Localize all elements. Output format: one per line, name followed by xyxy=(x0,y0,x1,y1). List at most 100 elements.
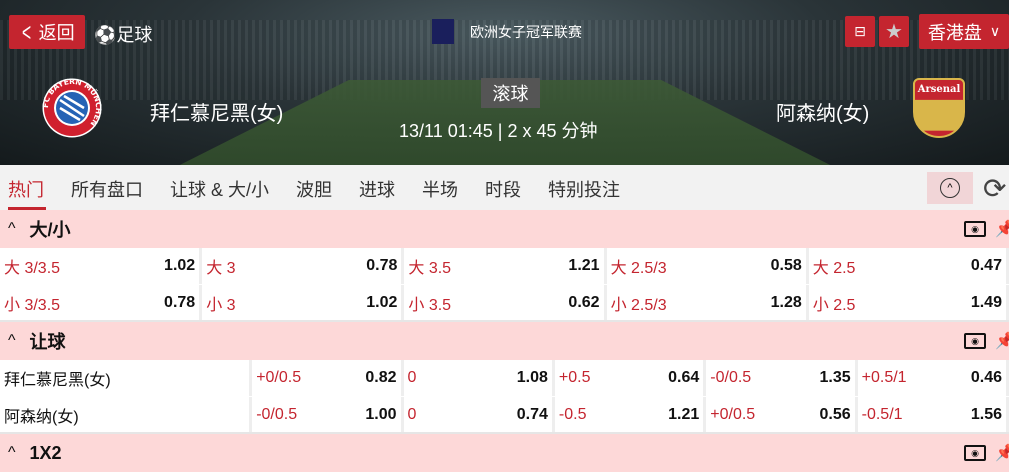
odds-type-select[interactable]: 香港盘 ∨ xyxy=(919,14,1009,49)
table-row: 阿森纳(女) -0/0.5 1.00 0 0.74 -0.5 1.21 +0/0.5 0.56-… xyxy=(0,397,1009,433)
team-name-cell: 拜仁慕尼黑(女) xyxy=(0,360,250,396)
tab-handicap-ou[interactable]: 让球 & 大/小 xyxy=(170,180,270,200)
divider xyxy=(0,432,1009,434)
odds-line: 小 3 xyxy=(206,297,236,314)
odds-cell[interactable]: 大 3/3.5 1.02 xyxy=(0,248,200,284)
odds-cell[interactable]: +0.5 0.64 xyxy=(554,360,704,396)
refresh-icon[interactable]: ⟳ xyxy=(983,173,1007,204)
odds-price: 1.49 xyxy=(970,294,1002,311)
odds-price: 0.58 xyxy=(770,257,802,274)
section-title: 1X2 xyxy=(29,442,62,463)
tab-hot[interactable]: 热门 xyxy=(8,165,46,210)
odds-cell[interactable]: -0.5 1.21 xyxy=(554,397,704,433)
section-title: 让球 xyxy=(29,332,66,352)
home-team-logo: FC BAYERN MÜNCHEN xyxy=(42,78,102,138)
camera-icon[interactable]: ◉ xyxy=(964,445,986,461)
odds-cell[interactable]: 大 3 0.78 xyxy=(202,248,402,284)
odds-cell[interactable]: 小 2.5 1.49 xyxy=(808,285,1006,321)
odds-price: 0.47 xyxy=(970,257,1002,274)
camera-icon[interactable]: ◉ xyxy=(964,333,986,349)
odds-line: 大 2.5/3 xyxy=(610,260,667,277)
odds-price: 1.21 xyxy=(568,257,600,274)
pitch-view-button[interactable]: ⊟ xyxy=(845,16,875,47)
table-row: 拜仁慕尼黑(女) +0/0.5 0.82 0 1.08 +0.5 0.64 -0/0.5 1.3… xyxy=(0,360,1009,396)
away-team-name: 阿森纳(女) xyxy=(776,103,870,125)
odds-price: 0.64 xyxy=(668,369,700,386)
odds-price: 0.82 xyxy=(365,369,397,386)
odds-cell[interactable]: -0.5/1 1.56 xyxy=(857,397,1006,433)
odds-line: 0 xyxy=(407,369,417,386)
table-row: 大 3/3.5 1.02 大 3 0.78 大 3.5 1.21 大 2.5/3 0.58 大 … xyxy=(0,248,1009,284)
section-1x2[interactable]: ^ 1X2 ◉ 📌 xyxy=(0,434,1009,472)
chevron-down-icon: ∨ xyxy=(989,23,1001,39)
tab-half[interactable]: 半场 xyxy=(422,180,459,200)
odds-line: +0.5/1 xyxy=(861,369,907,386)
favorite-button[interactable]: ★ xyxy=(879,16,909,47)
odds-price: 1.02 xyxy=(366,294,398,311)
tab-specials[interactable]: 特别投注 xyxy=(548,180,621,200)
odds-line: -0/0.5 xyxy=(710,369,752,386)
pin-icon[interactable]: 📌 xyxy=(995,445,1009,462)
odds-cell[interactable]: 大 2.5/3 0.58 xyxy=(606,248,806,284)
section-handicap[interactable]: ^ 让球 ◉ 📌 xyxy=(0,322,1009,360)
pitch-icon: ⊟ xyxy=(854,23,866,39)
odds-price: 0.46 xyxy=(970,369,1002,386)
odds-cell[interactable]: +0/0.5 0.56 xyxy=(706,397,855,433)
camera-icon[interactable]: ◉ xyxy=(964,221,986,237)
chevron-up-circle-icon: ^ xyxy=(940,178,960,198)
back-button[interactable]: < 返回 xyxy=(9,15,85,49)
odds-cell[interactable]: 小 3 1.02 xyxy=(202,285,402,321)
team-name: 拜仁慕尼黑(女) xyxy=(4,372,111,389)
odds-price: 1.35 xyxy=(819,369,851,386)
odds-line: 大 3/3.5 xyxy=(4,260,61,277)
section-title: 大/小 xyxy=(29,220,71,240)
table-row: 小 3/3.5 0.78 小 3 1.02 小 3.5 0.62 小 2.5/3 1.28 小 … xyxy=(0,285,1009,321)
match-duration: 2 x 45 分钟 xyxy=(507,121,598,141)
odds-price: 1.56 xyxy=(970,406,1002,423)
odds-line: +0/0.5 xyxy=(256,369,302,386)
odds-cell[interactable]: +0.5/1 0.46 xyxy=(857,360,1006,396)
away-logo-text: Arsenal xyxy=(917,84,961,95)
odds-price: 1.02 xyxy=(164,257,196,274)
match-datetime: 13/11 01:45 xyxy=(399,121,493,141)
odds-price: 1.28 xyxy=(770,294,802,311)
odds-line: +0.5 xyxy=(558,369,591,386)
odds-cell[interactable]: 0 1.08 xyxy=(403,360,552,396)
odds-cell[interactable]: 大 2.5 0.47 xyxy=(808,248,1006,284)
odds-line: +0/0.5 xyxy=(710,406,756,423)
odds-price: 1.21 xyxy=(668,406,700,423)
away-team-logo: Arsenal xyxy=(913,78,965,138)
odds-cell[interactable]: 大 3.5 1.21 xyxy=(404,248,604,284)
team-name: 阿森纳(女) xyxy=(4,409,79,426)
tab-goals[interactable]: 进球 xyxy=(359,180,396,200)
tab-correct-score[interactable]: 波胆 xyxy=(296,180,333,200)
sport-label[interactable]: ⚽足球 xyxy=(94,21,152,47)
chevron-up-icon: ^ xyxy=(8,220,16,237)
odds-cell[interactable]: +0/0.5 0.82 xyxy=(252,360,401,396)
odds-cell[interactable]: 小 2.5/3 1.28 xyxy=(606,285,806,321)
odds-cell[interactable]: 小 3/3.5 0.78 xyxy=(0,285,200,321)
tab-period[interactable]: 时段 xyxy=(485,180,522,200)
odds-cell[interactable]: 0 0.74 xyxy=(403,397,552,433)
odds-cell[interactable]: -0/0.5 1.35 xyxy=(706,360,855,396)
section-over-under[interactable]: ^ 大/小 ◉ 📌 xyxy=(0,210,1009,248)
odds-line: 小 3.5 xyxy=(408,297,452,314)
odds-line: 大 2.5 xyxy=(812,260,856,277)
odds-price: 0.74 xyxy=(516,406,548,423)
pin-icon[interactable]: 📌 xyxy=(995,333,1009,350)
tab-all-markets[interactable]: 所有盘口 xyxy=(71,180,143,200)
match-time: 13/11 01:45 | 2 x 45 分钟 xyxy=(399,121,598,141)
pin-icon[interactable]: 📌 xyxy=(995,221,1009,238)
odds-price: 0.56 xyxy=(819,406,851,423)
odds-price: 0.78 xyxy=(164,294,196,311)
odds-cell[interactable]: -0/0.5 1.00 xyxy=(252,397,401,433)
sport-text: 足球 xyxy=(116,25,153,45)
odds-line: 小 2.5 xyxy=(812,297,856,314)
odds-price: 0.62 xyxy=(568,294,600,311)
odds-line: -0/0.5 xyxy=(256,406,298,423)
collapse-all-button[interactable]: ^ xyxy=(927,172,973,204)
odds-line: 0 xyxy=(407,406,417,423)
odds-cell[interactable]: 小 3.5 0.62 xyxy=(404,285,604,321)
odds-line: 大 3 xyxy=(206,260,236,277)
odds-line: -0.5 xyxy=(558,406,587,423)
